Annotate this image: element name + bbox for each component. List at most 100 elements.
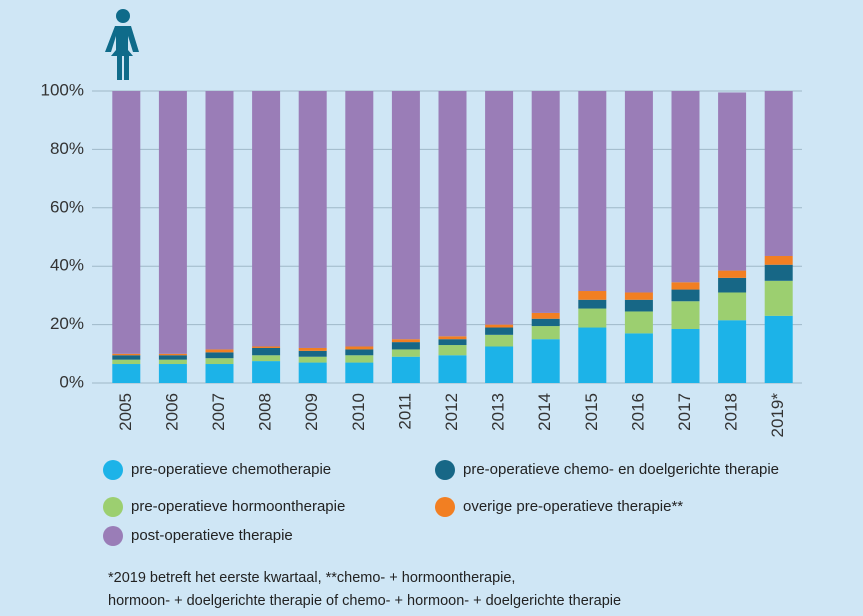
bar-segment	[298, 356, 327, 363]
bar-segment	[345, 355, 374, 363]
note: *2019 betreft het eerste kwartaal, **che…	[108, 570, 515, 586]
bar-segment	[438, 355, 467, 383]
bar-segment	[112, 353, 141, 356]
legend-marker	[103, 460, 123, 480]
bar-segment	[578, 299, 607, 309]
legend-label: pre-operatieve chemotherapie	[131, 461, 331, 478]
legend-marker	[435, 460, 455, 480]
bar-segment	[205, 349, 234, 353]
y-tick-label: 100%	[41, 80, 84, 99]
bar-segment	[438, 91, 467, 337]
bar-segment	[158, 91, 187, 354]
bar-segment	[764, 255, 793, 265]
bar-segment	[345, 346, 374, 350]
legend-marker	[103, 497, 123, 517]
bar-segment	[624, 299, 653, 312]
bar-segment	[158, 364, 187, 383]
bar-segment	[624, 333, 653, 383]
bar-segment	[671, 282, 700, 290]
bar-segment	[205, 91, 234, 350]
bar-segment	[345, 349, 374, 356]
bar-segment	[438, 336, 467, 340]
bar-segment	[671, 301, 700, 329]
x-tick-label: 2005	[116, 393, 135, 431]
bar-segment	[205, 358, 234, 365]
bar-segment	[718, 292, 747, 321]
bar-segment	[298, 91, 327, 348]
bar-segment	[671, 91, 700, 283]
x-tick-label: 2010	[349, 393, 368, 431]
bar-segment	[252, 91, 281, 347]
bar-segment	[112, 91, 141, 354]
bar-segment	[391, 91, 420, 340]
bar-segment	[252, 361, 281, 383]
bar-segment	[391, 356, 420, 383]
legend-label: pre-operatieve chemo- en doelgerichte th…	[463, 461, 779, 478]
bar-segment	[112, 359, 141, 365]
bar-segment	[578, 327, 607, 383]
bar-segment	[578, 91, 607, 292]
x-tick-label: 2013	[489, 393, 508, 431]
legend-marker	[435, 497, 455, 517]
x-tick-label: 2016	[628, 393, 647, 431]
bar-segment	[764, 280, 793, 316]
bar-segment	[391, 349, 420, 357]
bar-segment	[485, 91, 514, 325]
legend-marker	[103, 526, 123, 546]
bar-segment	[764, 315, 793, 383]
bar-segment	[112, 364, 141, 383]
bar-segment	[252, 355, 281, 362]
bar-segment	[624, 91, 653, 293]
x-tick-label: 2006	[162, 393, 181, 431]
x-tick-label: 2017	[675, 393, 694, 431]
x-tick-label: 2012	[442, 393, 461, 431]
bar-segment	[671, 328, 700, 383]
legend-label: overige pre-operatieve therapie**	[463, 498, 683, 515]
woman-icon	[105, 9, 139, 80]
bar-segment	[345, 91, 374, 347]
legend-label: pre-operatieve hormoontherapie	[131, 498, 345, 515]
bar-segment	[158, 359, 187, 365]
bar-segment	[578, 308, 607, 328]
y-tick-label: 60%	[50, 197, 84, 216]
bar-segment	[531, 318, 560, 327]
legend-label: post-operatieve therapie	[131, 527, 293, 544]
bar-segment	[252, 346, 281, 348]
bar-segment	[531, 312, 560, 319]
bar-segment	[578, 291, 607, 300]
y-tick-label: 80%	[50, 139, 84, 158]
bar-segment	[158, 353, 187, 356]
bar-segment	[252, 347, 281, 356]
bar-segment	[391, 339, 420, 343]
bar-segment	[531, 326, 560, 340]
x-tick-label: 2014	[535, 393, 554, 431]
x-tick-label: 2019*	[768, 393, 787, 438]
note: hormoon- + doelgerichte therapie of chem…	[108, 593, 621, 609]
bar-segment	[438, 339, 467, 346]
bar-segment	[485, 324, 514, 328]
bar-segment	[298, 350, 327, 357]
bar-segment	[718, 92, 747, 271]
bar-segment	[531, 91, 560, 313]
bar-segment	[391, 342, 420, 350]
bar-segment	[158, 355, 187, 360]
x-tick-label: 2007	[209, 393, 228, 431]
bar-segment	[298, 347, 327, 351]
bar-segment	[205, 352, 234, 359]
x-tick-label: 2009	[302, 393, 321, 431]
x-tick-label: 2011	[395, 393, 414, 430]
bar-segment	[531, 339, 560, 383]
y-tick-label: 20%	[50, 314, 84, 333]
bar-segment	[718, 320, 747, 383]
bar-segment	[624, 292, 653, 300]
bar-segment	[345, 362, 374, 383]
bar-segment	[671, 289, 700, 302]
x-tick-label: 2018	[722, 393, 741, 431]
bar-segment	[438, 345, 467, 356]
bar-segment	[205, 364, 234, 383]
bar-segment	[485, 327, 514, 335]
x-tick-label: 2008	[256, 393, 275, 431]
bar-segment	[298, 362, 327, 383]
y-tick-label: 0%	[59, 372, 84, 391]
